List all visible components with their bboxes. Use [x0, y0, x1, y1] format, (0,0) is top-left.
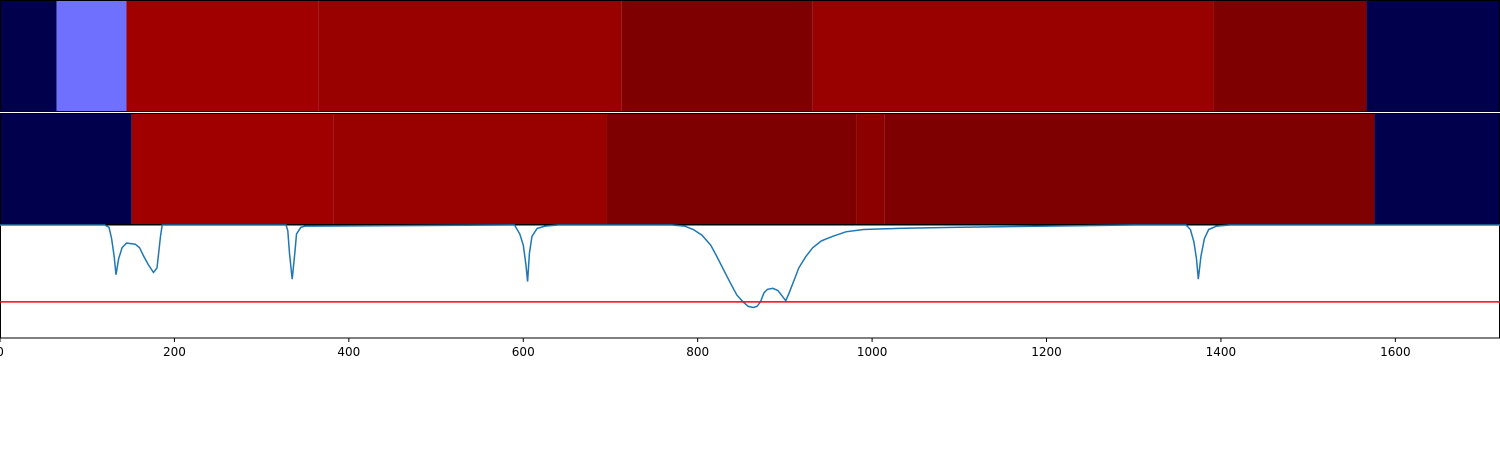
segment-bar [333, 113, 607, 225]
x-tick-label: 800 [686, 345, 709, 359]
segment-bar [812, 0, 1214, 112]
segment-bar [606, 113, 857, 225]
x-tick-label: 1400 [1206, 345, 1237, 359]
segment-bar [0, 0, 57, 112]
segment-track-2 [0, 113, 1500, 225]
segment-bar [1366, 0, 1500, 112]
segment-bar [0, 113, 132, 225]
x-tick-label: 1000 [857, 345, 888, 359]
segment-bar [1374, 113, 1500, 225]
x-tick-label: 0 [0, 345, 4, 359]
x-tick-label: 1600 [1380, 345, 1411, 359]
segment-bar [884, 113, 1375, 225]
x-axis: 0 200 400 600 800 1000 1200 1400 1600 [0, 338, 1411, 359]
segment-bar [856, 113, 885, 225]
x-tick-label: 200 [163, 345, 186, 359]
x-tick-label: 400 [337, 345, 360, 359]
segment-tracks [0, 0, 1500, 225]
segment-bar [1213, 0, 1367, 112]
x-tick-label: 600 [512, 345, 535, 359]
segment-track-1 [0, 0, 1500, 112]
segment-bar [621, 0, 813, 112]
x-tick-label: 1200 [1031, 345, 1062, 359]
line-panel [0, 224, 1500, 339]
segment-bar [126, 0, 319, 112]
segment-bar [131, 113, 334, 225]
signal-line [0, 224, 1500, 309]
segment-bar [318, 0, 622, 112]
segment-bar [56, 0, 127, 112]
line-panel-frame [0, 224, 1500, 339]
